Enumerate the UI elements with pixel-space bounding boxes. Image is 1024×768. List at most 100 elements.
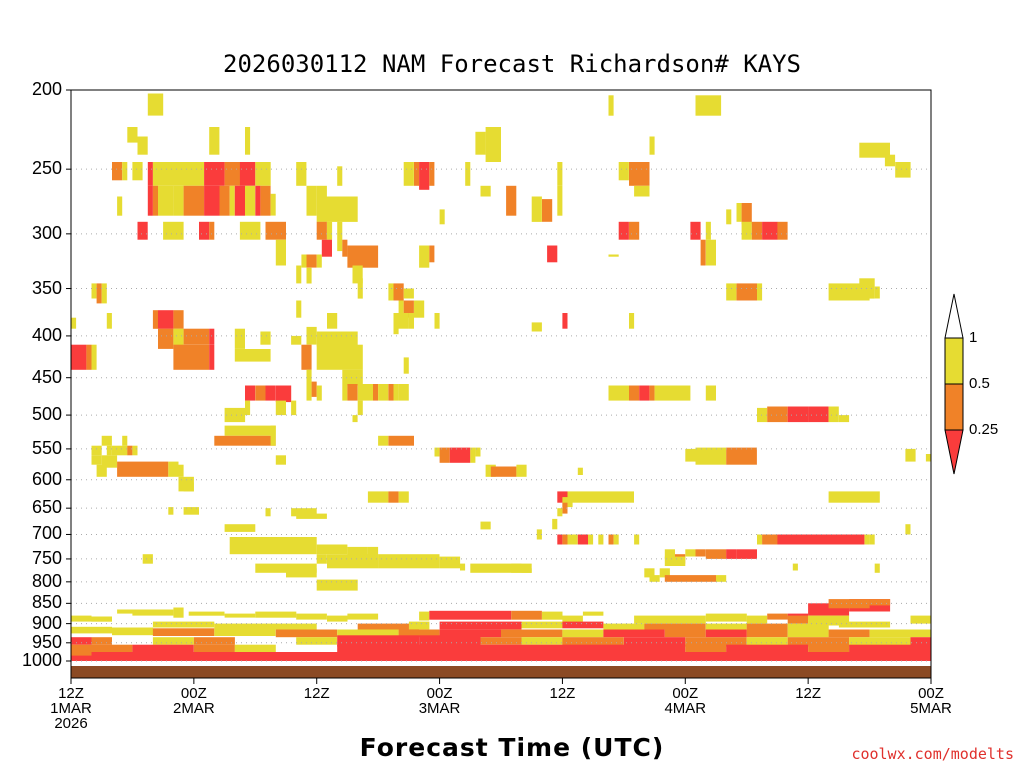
ri-cell	[685, 549, 696, 557]
ri-cell	[306, 267, 312, 284]
ri-cell	[741, 203, 752, 225]
ri-cell	[439, 209, 445, 225]
ri-cell	[234, 349, 271, 362]
x-tick-line1: 00Z	[672, 685, 699, 702]
ri-cell	[838, 621, 891, 628]
ri-cell	[306, 369, 312, 386]
ri-cell	[905, 448, 916, 462]
y-tick-label: 300	[31, 222, 62, 243]
data-cells	[71, 93, 931, 661]
ri-cell	[777, 221, 788, 240]
ri-cell	[71, 317, 77, 329]
ri-cell	[393, 283, 404, 301]
ri-cell	[787, 615, 809, 624]
ri-cell	[664, 575, 716, 582]
ri-cell	[327, 313, 338, 329]
ri-cell	[746, 615, 768, 624]
ri-cell	[168, 461, 179, 477]
ri-cell	[762, 534, 778, 545]
ri-cell	[91, 637, 112, 645]
ri-cell	[741, 221, 752, 240]
ri-cell	[480, 637, 522, 645]
colorbar-yellow	[944, 337, 964, 385]
credit-link[interactable]: coolwx.com/modelts	[851, 745, 1014, 763]
ri-cell	[757, 534, 763, 545]
x-tick-label: 12Z	[773, 686, 843, 731]
ri-cell	[255, 611, 297, 618]
y-tick-label: 450	[31, 366, 62, 387]
ri-cell	[439, 447, 450, 463]
ri-cell	[204, 185, 220, 216]
ri-cell	[245, 385, 256, 401]
ri-cell	[705, 549, 727, 559]
ri-cell	[178, 464, 184, 477]
ri-cell	[306, 381, 312, 401]
ri-cell	[429, 162, 435, 186]
ri-cell	[644, 623, 706, 630]
ri-cell	[270, 193, 276, 216]
ri-cell	[173, 185, 184, 216]
x-tick-line1: 12Z	[303, 685, 330, 702]
ri-cell	[557, 508, 563, 517]
ri-cell	[373, 384, 379, 401]
x-tick-label: 00Z 3MAR	[405, 686, 475, 731]
ri-cell	[414, 162, 420, 186]
ri-cell	[639, 385, 650, 401]
ri-cell	[869, 629, 931, 638]
ri-cell	[168, 507, 174, 515]
ri-cell	[91, 652, 931, 661]
ri-cell	[152, 310, 158, 329]
ri-cell	[408, 313, 414, 329]
ri-cell	[685, 644, 727, 653]
ri-cell	[152, 162, 205, 186]
ri-cell	[255, 563, 317, 573]
ri-cell	[219, 185, 230, 216]
ri-cell	[485, 127, 501, 162]
ri-cell	[378, 554, 440, 569]
ri-cell	[152, 637, 194, 645]
ri-cell	[275, 385, 292, 403]
ri-cell	[147, 93, 164, 116]
ri-cell	[342, 385, 348, 401]
ri-cell	[705, 239, 716, 266]
ri-cell	[286, 568, 317, 578]
ri-cell	[536, 529, 542, 540]
ri-cell	[137, 221, 148, 240]
x-axis-label: Forecast Time (UTC)	[359, 733, 665, 762]
ri-cell	[398, 491, 409, 503]
ri-cell	[465, 162, 471, 186]
ri-cell	[132, 162, 143, 181]
x-tick-line2: 4MAR	[664, 700, 707, 717]
ri-cell	[265, 385, 276, 401]
ri-cell	[260, 185, 271, 216]
ri-cell	[209, 127, 220, 155]
ri-cell	[419, 245, 430, 268]
ri-cell	[757, 407, 768, 423]
ri-cell	[209, 344, 215, 370]
ri-cell	[767, 613, 788, 620]
ri-cell	[275, 239, 286, 266]
ri-cell	[736, 283, 757, 301]
x-tick-line1: 00Z	[180, 685, 207, 702]
ri-cell	[562, 629, 604, 638]
ri-cell	[378, 384, 389, 401]
ri-cell	[736, 549, 757, 559]
ri-cell	[690, 221, 701, 240]
ri-cell	[475, 131, 486, 155]
ri-cell	[618, 221, 629, 240]
ri-cell	[127, 127, 138, 143]
ri-cell	[567, 534, 578, 545]
ri-cell	[869, 599, 891, 606]
ri-cell	[439, 621, 522, 630]
x-tick-line1: 12Z	[549, 685, 576, 702]
ri-cell	[147, 185, 153, 216]
ri-cell	[352, 415, 358, 423]
x-tick-label: 12Z 1MAR 2026	[36, 686, 106, 731]
ri-cell	[521, 637, 563, 645]
ri-cell	[828, 629, 870, 638]
ri-cell	[629, 162, 650, 186]
ri-cell	[367, 546, 379, 559]
x-tick-label: 00Z 4MAR	[650, 686, 720, 731]
ri-cell	[117, 461, 169, 477]
ri-cell	[183, 185, 205, 216]
